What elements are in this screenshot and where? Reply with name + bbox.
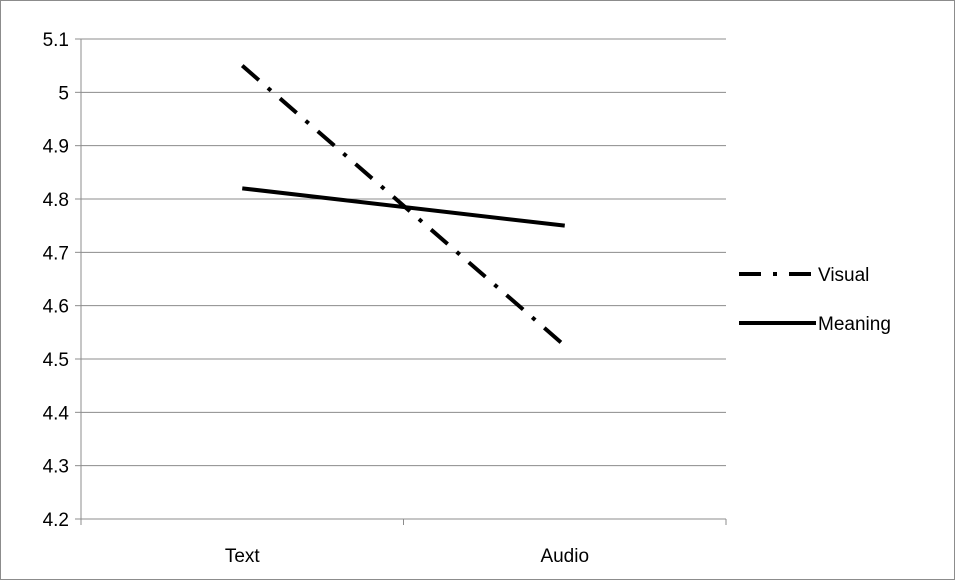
y-axis-tick-labels: 4.2 4.3 4.4 4.5 4.6 4.7 4.8 4.9 5 5.1 — [43, 30, 70, 531]
y-tick-label: 4.6 — [43, 297, 69, 318]
legend-label-visual: Visual — [818, 265, 869, 286]
x-tick-label-text: Text — [225, 546, 261, 567]
legend: Visual Meaning — [739, 265, 891, 335]
x-tick-label-audio: Audio — [540, 546, 589, 567]
y-tick-label: 5.1 — [43, 30, 69, 51]
y-tick-label: 4.8 — [43, 190, 69, 211]
axes — [75, 38, 727, 525]
y-tick-label: 4.9 — [43, 137, 69, 158]
series-lines — [240, 64, 567, 348]
y-tick-label: 4.3 — [43, 457, 69, 478]
y-tick-label: 4.2 — [43, 510, 69, 531]
y-tick-label: 5 — [58, 83, 69, 104]
legend-label-meaning: Meaning — [818, 314, 891, 335]
y-tick-label: 4.5 — [43, 350, 69, 371]
series-line-meaning — [242, 186, 565, 228]
y-tick-label: 4.4 — [43, 403, 70, 424]
y-tick-label: 4.7 — [43, 243, 69, 264]
x-axis-tick-labels: Text Audio — [225, 546, 589, 567]
gridlines — [81, 38, 726, 520]
